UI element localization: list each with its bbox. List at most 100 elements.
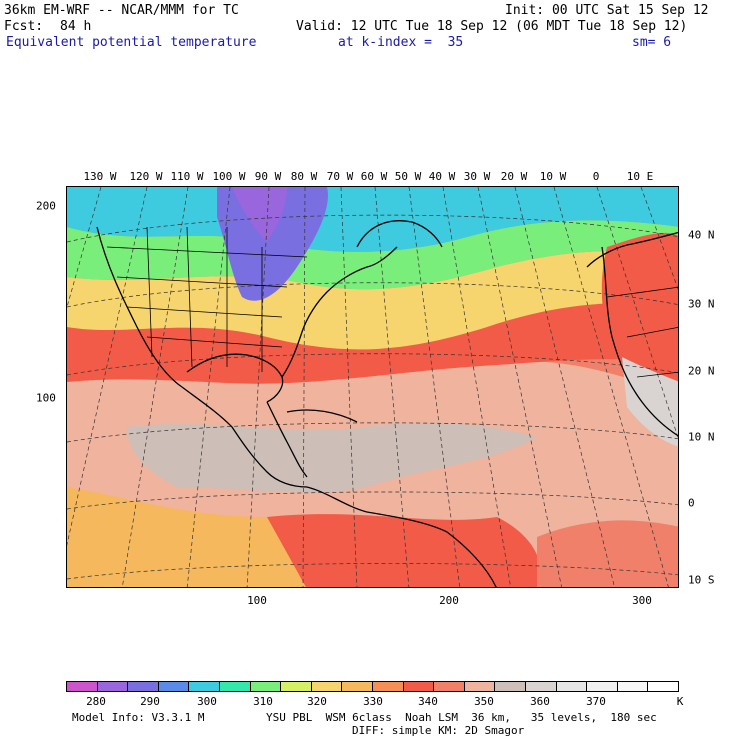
lat-label-30n: 30 N bbox=[688, 297, 715, 311]
border-line bbox=[606, 286, 678, 298]
colorbar-swatch bbox=[403, 682, 435, 691]
south-america-north bbox=[306, 486, 497, 587]
field-warm-band bbox=[67, 303, 678, 384]
model-info: Model Info: V3.3.1 M bbox=[72, 711, 205, 724]
central-america bbox=[266, 401, 308, 478]
meridian-50w bbox=[408, 187, 461, 587]
lon-label-20w: 20 W bbox=[500, 170, 528, 183]
meridian-10e bbox=[640, 187, 678, 290]
lon-label-10e: 10 E bbox=[626, 170, 654, 183]
colorbar-swatch bbox=[128, 682, 159, 691]
field-africa-warm bbox=[601, 232, 678, 397]
parallel-equator bbox=[67, 491, 678, 510]
parallel-20n bbox=[67, 353, 678, 376]
border-line bbox=[116, 276, 288, 288]
newfoundland bbox=[356, 220, 443, 248]
grid-y-label-200: 200 bbox=[36, 199, 56, 213]
parallel-10n bbox=[67, 422, 678, 443]
colorbar-swatch bbox=[311, 682, 343, 691]
field-south-america-red bbox=[267, 514, 541, 587]
lat-label-10n: 10 N bbox=[688, 430, 715, 444]
lon-label-30w: 30 W bbox=[463, 170, 491, 183]
lon-label-130w: 130 W bbox=[83, 170, 117, 183]
lon-label-50w: 50 W bbox=[394, 170, 422, 183]
field-pacific-orange bbox=[67, 487, 307, 587]
lon-label-120w: 120 W bbox=[129, 170, 163, 183]
colorbar-label-300: 300 bbox=[197, 695, 217, 708]
colorbar-swatch bbox=[158, 682, 190, 691]
colorbar-swatch bbox=[281, 682, 312, 691]
colorbar-swatch bbox=[67, 682, 98, 691]
lon-label-70w: 70 W bbox=[326, 170, 354, 183]
colorbar-swatch bbox=[587, 682, 618, 691]
colorbar-label-320: 320 bbox=[307, 695, 327, 708]
colorbar-swatch bbox=[556, 682, 588, 691]
grid-x-label-200: 200 bbox=[439, 594, 459, 607]
colorbar-swatch bbox=[648, 682, 678, 691]
lat-label-20n: 20 N bbox=[688, 364, 715, 378]
lat-label-10s: 10 S bbox=[688, 573, 715, 587]
forecast-label: Fcst: bbox=[4, 19, 44, 34]
coastlines bbox=[96, 220, 678, 587]
colorbar-label-310: 310 bbox=[253, 695, 273, 708]
field-itcz-gray bbox=[127, 422, 537, 493]
colorbar-swatch bbox=[219, 682, 251, 691]
meridian-120w bbox=[67, 187, 148, 546]
border-line bbox=[626, 326, 678, 338]
pacific-coast bbox=[96, 226, 308, 488]
field-cold-core bbox=[232, 187, 287, 242]
grid-x-label-100: 100 bbox=[247, 594, 267, 607]
colorbar-swatch bbox=[342, 682, 373, 691]
theta-e-map bbox=[67, 187, 678, 587]
meridian-20w bbox=[514, 187, 615, 587]
init-time: Init: 00 UTC Sat 15 Sep 12 bbox=[505, 3, 709, 18]
colorbar bbox=[66, 681, 679, 692]
grid-x-label-300: 300 bbox=[632, 594, 652, 607]
meridian-30w bbox=[477, 187, 562, 587]
physics-info: YSU PBL WSM 6class Noah LSM 36 km, 35 le… bbox=[266, 711, 657, 724]
atlantic-coast bbox=[281, 246, 398, 378]
border-line bbox=[636, 371, 678, 378]
map-panel bbox=[66, 186, 679, 588]
colorbar-swatch bbox=[189, 682, 220, 691]
model-title: 36km EM-WRF -- NCAR/MMM for TC bbox=[4, 3, 239, 18]
us-state-borders bbox=[106, 226, 678, 378]
lon-label-10w: 10 W bbox=[539, 170, 567, 183]
colorbar-swatch bbox=[372, 682, 404, 691]
colorbar-swatch bbox=[617, 682, 649, 691]
europe-coast bbox=[586, 231, 678, 268]
field-name: Equivalent potential temperature bbox=[6, 35, 257, 50]
colorbar-unit: K bbox=[676, 695, 684, 708]
diffusion-info: DIFF: simple KM: 2D Smagor bbox=[352, 724, 525, 737]
colorbar-swatch bbox=[525, 682, 557, 691]
border-line bbox=[106, 246, 308, 258]
lon-label-110w: 110 W bbox=[170, 170, 204, 183]
smoothing-info: sm= 6 bbox=[632, 35, 672, 50]
lon-label-60w: 60 W bbox=[360, 170, 388, 183]
parallel-10s bbox=[67, 563, 678, 580]
field-southeast bbox=[537, 520, 678, 587]
meridian-0 bbox=[596, 187, 678, 439]
colorbar-label-340: 340 bbox=[418, 695, 438, 708]
border-line bbox=[186, 226, 193, 368]
border-line bbox=[126, 306, 283, 318]
border-line bbox=[146, 226, 153, 358]
colorbar-label-290: 290 bbox=[140, 695, 160, 708]
cuba bbox=[286, 409, 358, 423]
lat-label-40n: 40 N bbox=[688, 228, 715, 242]
parallel-30n bbox=[67, 282, 678, 308]
field-transition-yellow bbox=[67, 251, 678, 350]
meridian-100w bbox=[186, 187, 231, 587]
colorbar-label-280: 280 bbox=[86, 695, 106, 708]
lon-label-90w: 90 W bbox=[254, 170, 282, 183]
africa-coast bbox=[601, 246, 678, 437]
colorbar-swatch bbox=[250, 682, 282, 691]
colorbar-label-370: 370 bbox=[586, 695, 606, 708]
lat-label-equator: 0 bbox=[688, 496, 695, 510]
colorbar-swatch bbox=[97, 682, 129, 691]
forecast-hour: 84 h bbox=[60, 19, 92, 34]
colorbar-label-330: 330 bbox=[363, 695, 383, 708]
colorbar-label-360: 360 bbox=[530, 695, 550, 708]
gulf-coast bbox=[186, 353, 284, 403]
grid-y-label-100: 100 bbox=[36, 391, 56, 405]
